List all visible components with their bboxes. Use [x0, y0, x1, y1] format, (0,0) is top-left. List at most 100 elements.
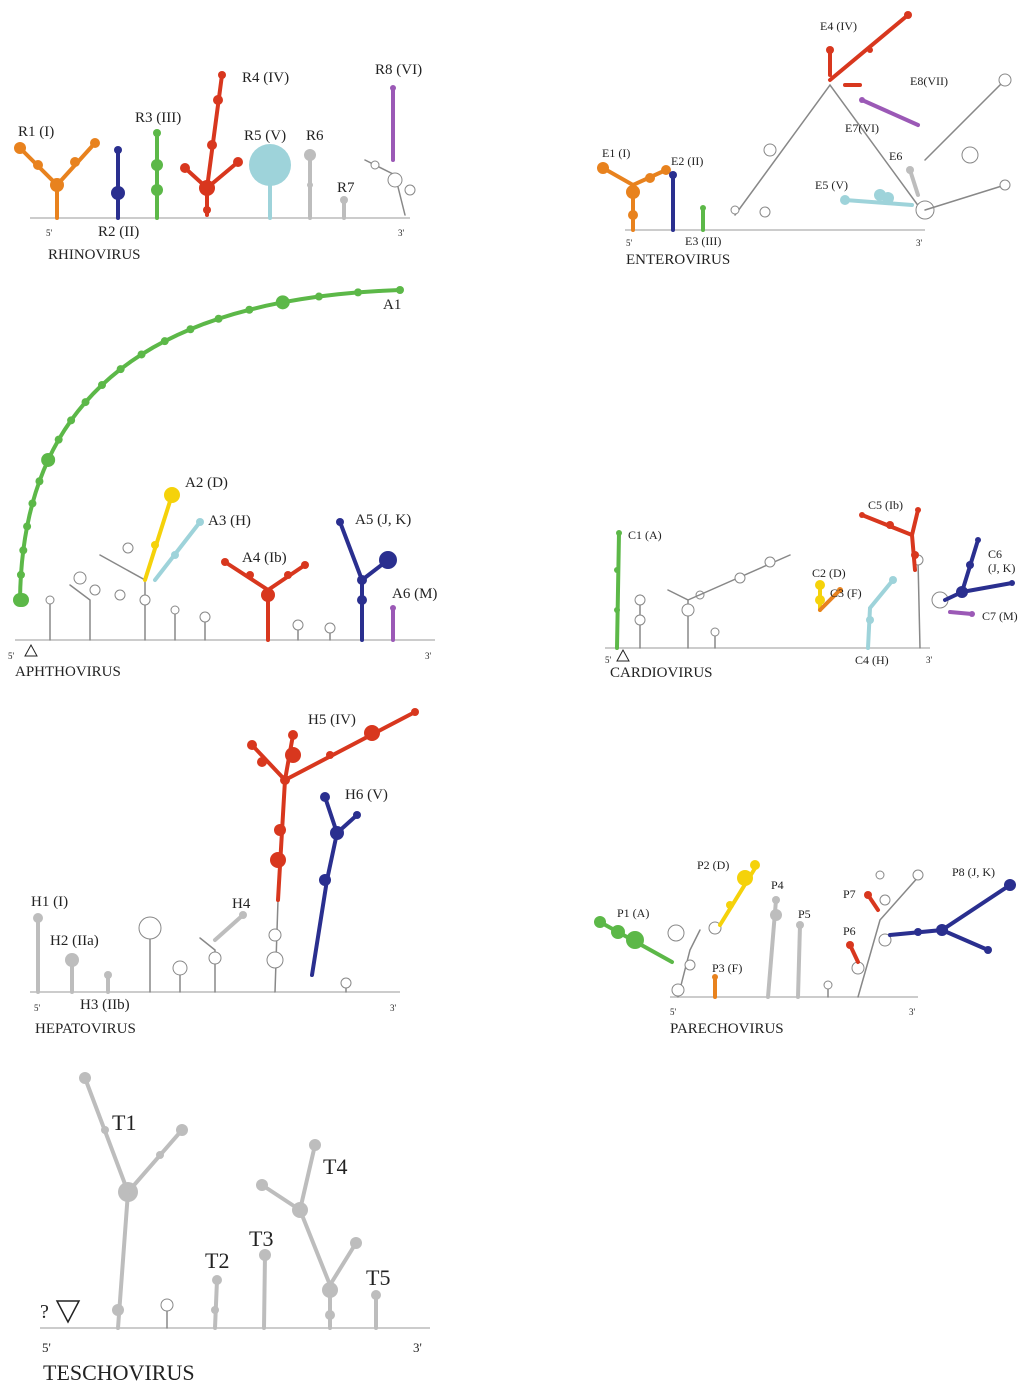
element-label: P3 (F) — [712, 961, 742, 975]
element-label: C5 (Ib) — [868, 498, 903, 512]
loop — [914, 928, 922, 936]
loop — [815, 580, 825, 590]
element-label: C4 (H) — [855, 653, 889, 667]
loop — [55, 436, 63, 444]
loop — [390, 85, 396, 91]
loop — [79, 1072, 91, 1084]
unknown-mark: ? — [40, 1301, 49, 1323]
element-label: T5 — [366, 1265, 390, 1290]
loop — [340, 196, 348, 204]
loop — [14, 142, 26, 154]
loop — [737, 870, 753, 886]
stem-loop — [890, 885, 1010, 935]
loop — [23, 522, 31, 530]
stem-loop — [365, 160, 405, 215]
loop — [114, 146, 122, 154]
three-prime: 3' — [390, 1003, 397, 1013]
figure: RHINOVIRUS5'3'R1 (I)R2 (II)R3 (III)R4 (I… — [0, 0, 1023, 1385]
loop — [161, 337, 169, 345]
element-label: R2 (II) — [98, 224, 139, 240]
loop — [864, 891, 872, 899]
loop — [635, 595, 645, 605]
stem-loop — [603, 168, 633, 230]
loop — [176, 1124, 188, 1136]
five-prime: 5' — [626, 238, 633, 248]
loop — [682, 604, 694, 616]
stem-loop — [70, 585, 90, 640]
loop — [307, 182, 313, 188]
loop — [46, 596, 54, 604]
start-triangle — [57, 1301, 79, 1322]
loop — [594, 916, 606, 928]
loop — [876, 871, 884, 879]
loop — [288, 730, 298, 740]
loop — [221, 558, 229, 566]
loop — [846, 941, 854, 949]
loop — [123, 543, 133, 553]
loop — [669, 171, 677, 179]
element-label: A2 (D) — [185, 475, 228, 491]
loop — [90, 138, 100, 148]
virus-name: RHINOVIRUS — [48, 247, 141, 263]
virus-name: HEPATOVIRUS — [35, 1021, 136, 1037]
loop — [269, 929, 281, 941]
element-label: E4 (IV) — [820, 19, 857, 33]
loop — [764, 144, 776, 156]
loop — [207, 140, 217, 150]
element-label: P6 — [843, 924, 856, 938]
loop — [186, 325, 194, 333]
stem-loop — [252, 745, 285, 900]
loop — [276, 295, 290, 309]
loop — [111, 186, 125, 200]
loop — [151, 159, 163, 171]
loop — [336, 518, 344, 526]
loop — [353, 811, 361, 819]
element-label: P2 (D) — [697, 858, 729, 872]
three-prime: 3' — [413, 1340, 422, 1355]
loop — [304, 149, 316, 161]
loop — [325, 1310, 335, 1320]
loop — [357, 595, 367, 605]
loop — [341, 978, 351, 988]
loop — [180, 163, 190, 173]
element-label: P4 — [771, 878, 784, 892]
loop — [212, 1275, 222, 1285]
loop — [164, 487, 180, 503]
loop — [396, 286, 404, 294]
element-label: E7(VI) — [845, 121, 879, 135]
loop — [915, 507, 921, 513]
stem-loop — [145, 495, 172, 580]
element-label: E5 (V) — [815, 178, 848, 192]
loop — [371, 161, 379, 169]
stem-loop — [215, 1280, 217, 1328]
stem-loop — [962, 583, 1012, 592]
element-label: A6 (M) — [392, 586, 437, 602]
loop — [33, 160, 43, 170]
loop — [840, 195, 850, 205]
element-label: P1 (A) — [617, 906, 649, 920]
three-prime: 3' — [425, 651, 432, 661]
five-prime: 5' — [670, 1007, 677, 1017]
loop — [326, 751, 334, 759]
loop — [247, 740, 257, 750]
loop — [104, 971, 112, 979]
stem-loop — [918, 560, 920, 648]
loop — [218, 71, 226, 79]
virus-name: CARDIOVIRUS — [610, 665, 713, 681]
loop — [267, 952, 283, 968]
loop — [293, 620, 303, 630]
loop — [28, 499, 36, 507]
loop — [826, 46, 834, 54]
loop — [913, 870, 923, 880]
loop — [1000, 180, 1010, 190]
element-label: A5 (J, K) — [355, 512, 411, 528]
stem-loop — [215, 915, 243, 940]
virus-name: ENTEROVIRUS — [626, 252, 730, 268]
loop — [200, 612, 210, 622]
loop — [315, 293, 323, 301]
stem-loop — [20, 290, 400, 600]
stem-loop — [264, 1255, 265, 1328]
loop — [969, 611, 975, 617]
loop — [245, 306, 253, 314]
five-prime: 5' — [42, 1340, 51, 1355]
